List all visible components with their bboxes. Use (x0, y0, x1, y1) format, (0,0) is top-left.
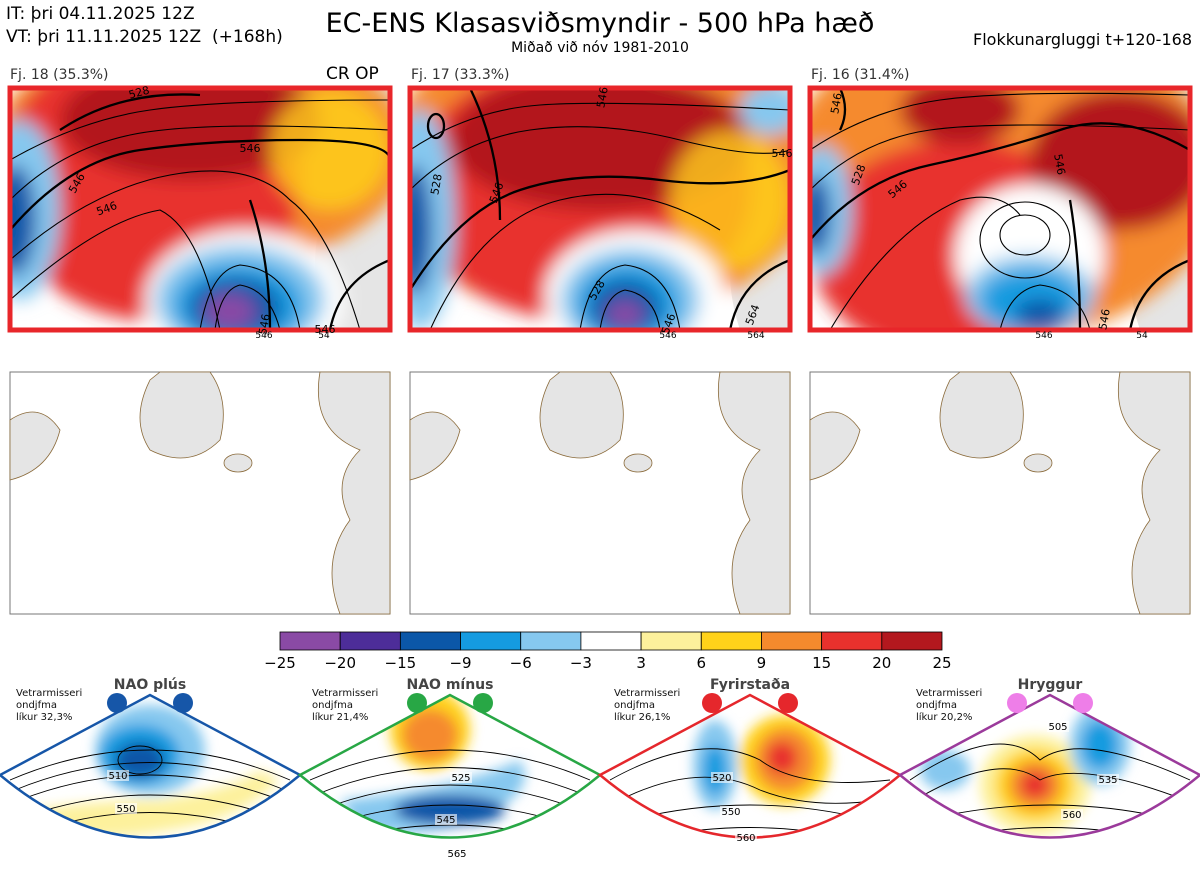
colorbar: −25 −20 −15 −9 −6 −3 3 6 9 15 20 25 (264, 631, 952, 672)
contour-label: 546 (240, 142, 261, 155)
contour-label: 546 (315, 323, 336, 336)
contour-tick: 546 (255, 331, 272, 341)
colorbar-tick-label: −20 (324, 654, 356, 672)
reference-maps (9, 371, 1191, 615)
cluster-2-label: Fj. 17 (33.3%) (411, 67, 510, 83)
contour-label: 546 (772, 147, 793, 160)
colorbar-tick-label: 25 (932, 654, 951, 672)
colorbar-bin (580, 631, 642, 651)
colorbar-tick-label: −15 (385, 654, 417, 672)
colorbar-bin (881, 631, 943, 651)
colorbar-bin (460, 631, 522, 651)
colorbar-bin (339, 631, 401, 651)
colorbar-bin (821, 631, 883, 651)
contour-label: 546 (1096, 308, 1112, 331)
regime-contour-label: 535 (1098, 775, 1117, 786)
regime-contour-label: 550 (116, 804, 135, 815)
colorbar-bin (700, 631, 762, 651)
regime-1-title: NAO plús (113, 677, 187, 693)
regime-contour-label: 560 (736, 833, 755, 844)
colorbar-bin (640, 631, 702, 651)
regime-contour-label: 505 (1048, 722, 1067, 733)
contour-label: 546 (256, 313, 272, 336)
regime-2-title: NAO mínus (406, 677, 494, 693)
regime-contour-labels: 510 550 525 545 565 520 550 560 505 535 560 (107, 721, 1119, 860)
colorbar-bin (279, 631, 341, 651)
colorbar-tick-label: −9 (449, 654, 471, 672)
cluster-3-label: Fj. 16 (31.4%) (811, 67, 910, 83)
contour-label: 528 (428, 173, 444, 196)
colorbar-tick-label: 15 (812, 654, 831, 672)
colorbar-bin (761, 631, 823, 651)
contour-tick: 54 (1136, 331, 1148, 341)
regime-contour-label: 545 (436, 815, 455, 826)
cluster-1-map (10, 88, 390, 330)
valid-time: VT: þri 11.11.2025 12Z (+168h) (6, 27, 283, 47)
colorbar-tick-label: 3 (636, 654, 646, 672)
init-time: IT: þri 04.11.2025 12Z (6, 4, 195, 24)
cluster-1-badge: CR OP (326, 64, 379, 84)
colorbar-tick-label: −6 (510, 654, 532, 672)
regime-2-note: Vetrarmisseri ondjfma líkur 21,4% (312, 688, 379, 723)
colorbar-tick-label: 6 (696, 654, 706, 672)
regime-3-note: Vetrarmisseri ondjfma líkur 26,1% (614, 688, 681, 723)
contour-label: 546 (1051, 153, 1067, 176)
contour-tick: 54 (318, 331, 330, 341)
page-title: EC-ENS Klasasviðsmyndir - 500 hPa hæð (325, 8, 875, 39)
cluster-2-map (410, 88, 790, 330)
page-subtitle: Miðað við nóv 1981-2010 (511, 40, 689, 56)
regime-contour-label: 525 (451, 773, 470, 784)
colorbar-tick-label: 9 (757, 654, 767, 672)
regime-maps (0, 693, 1200, 839)
regime-contour-label: 560 (1062, 810, 1081, 821)
cluster-1-label: Fj. 18 (35.3%) (10, 67, 109, 83)
contour-label: 546 (828, 92, 844, 115)
cluster-3-map (810, 88, 1190, 330)
contour-tick: 564 (747, 331, 764, 341)
regime-4-title: Hryggur (1017, 677, 1083, 693)
contour-label: 546 (594, 86, 610, 109)
regime-contour-label: 510 (108, 771, 127, 782)
regime-3-title: Fyrirstaða (709, 677, 791, 693)
colorbar-tick-label: −3 (570, 654, 592, 672)
contour-label: 528 (127, 84, 151, 102)
regime-1-note: Vetrarmisseri ondjfma líkur 32,3% (16, 688, 83, 723)
regime-4-note: Vetrarmisseri ondjfma líkur 20,2% (916, 688, 983, 723)
contour-tick: 546 (659, 331, 676, 341)
regime-contour-label: 565 (447, 849, 466, 860)
regime-contour-label: 550 (721, 807, 740, 818)
colorbar-bin (399, 631, 461, 651)
classification-window: Flokkunargluggi t+120-168 (973, 30, 1192, 49)
regime-contour-label: 520 (712, 773, 731, 784)
colorbar-tick-label: −25 (264, 654, 296, 672)
contour-tick: 546 (1035, 331, 1052, 341)
colorbar-bin (520, 631, 582, 651)
colorbar-tick-label: 20 (872, 654, 891, 672)
